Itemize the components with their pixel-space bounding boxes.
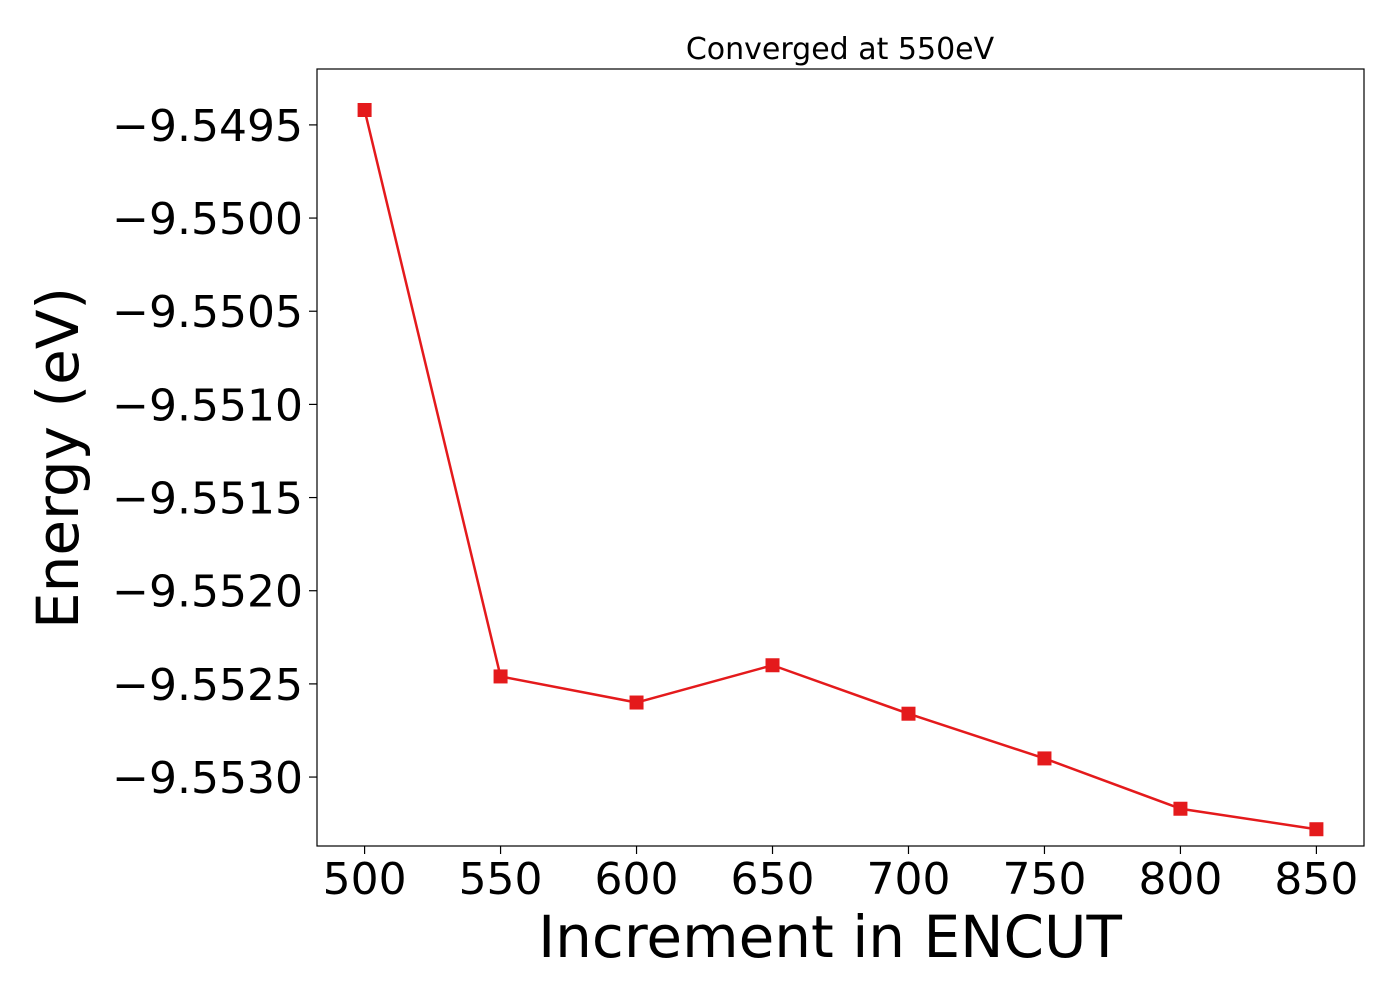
- data-point-marker: [765, 658, 780, 673]
- data-point-marker: [1173, 801, 1188, 816]
- y-tick-label: −9.5515: [112, 474, 303, 525]
- chart-title: Converged at 550eV: [686, 32, 995, 67]
- data-point-marker: [629, 695, 644, 710]
- x-tick-label: 700: [866, 854, 950, 905]
- x-tick-label: 850: [1274, 854, 1358, 905]
- x-axis-ticks: 500 550 600 650 700 750 800 850: [323, 846, 1358, 905]
- y-tick-label: −9.5525: [112, 660, 303, 711]
- data-point-marker: [901, 706, 916, 721]
- y-tick-label: −9.5520: [112, 567, 303, 618]
- energy-series-line: [363, 109, 1317, 831]
- y-tick-label: −9.5510: [112, 380, 303, 431]
- data-point-marker: [493, 669, 508, 684]
- x-axis-label: Increment in ENCUT: [538, 903, 1122, 971]
- x-tick-label: 650: [731, 854, 815, 905]
- x-tick-label: 800: [1138, 854, 1222, 905]
- y-tick-label: −9.5505: [112, 287, 303, 338]
- plot-background: [317, 69, 1364, 846]
- y-axis-ticks: −9.5495 −9.5500 −9.5505 −9.5510 −9.5515 −9.55…: [112, 101, 317, 804]
- y-tick-label: −9.5530: [112, 753, 303, 804]
- data-point-marker: [1037, 751, 1052, 766]
- energy-series-markers: [357, 102, 1324, 837]
- x-tick-label: 750: [1002, 854, 1086, 905]
- data-point-marker: [357, 102, 372, 117]
- x-tick-label: 500: [323, 854, 407, 905]
- x-tick-label: 550: [459, 854, 543, 905]
- data-point-marker: [1309, 822, 1324, 837]
- x-tick-label: 600: [595, 854, 679, 905]
- y-tick-label: −9.5500: [112, 194, 303, 245]
- plot-frame: [316, 68, 1365, 847]
- y-axis-label: Energy (eV): [24, 287, 92, 629]
- y-tick-label: −9.5495: [112, 101, 303, 152]
